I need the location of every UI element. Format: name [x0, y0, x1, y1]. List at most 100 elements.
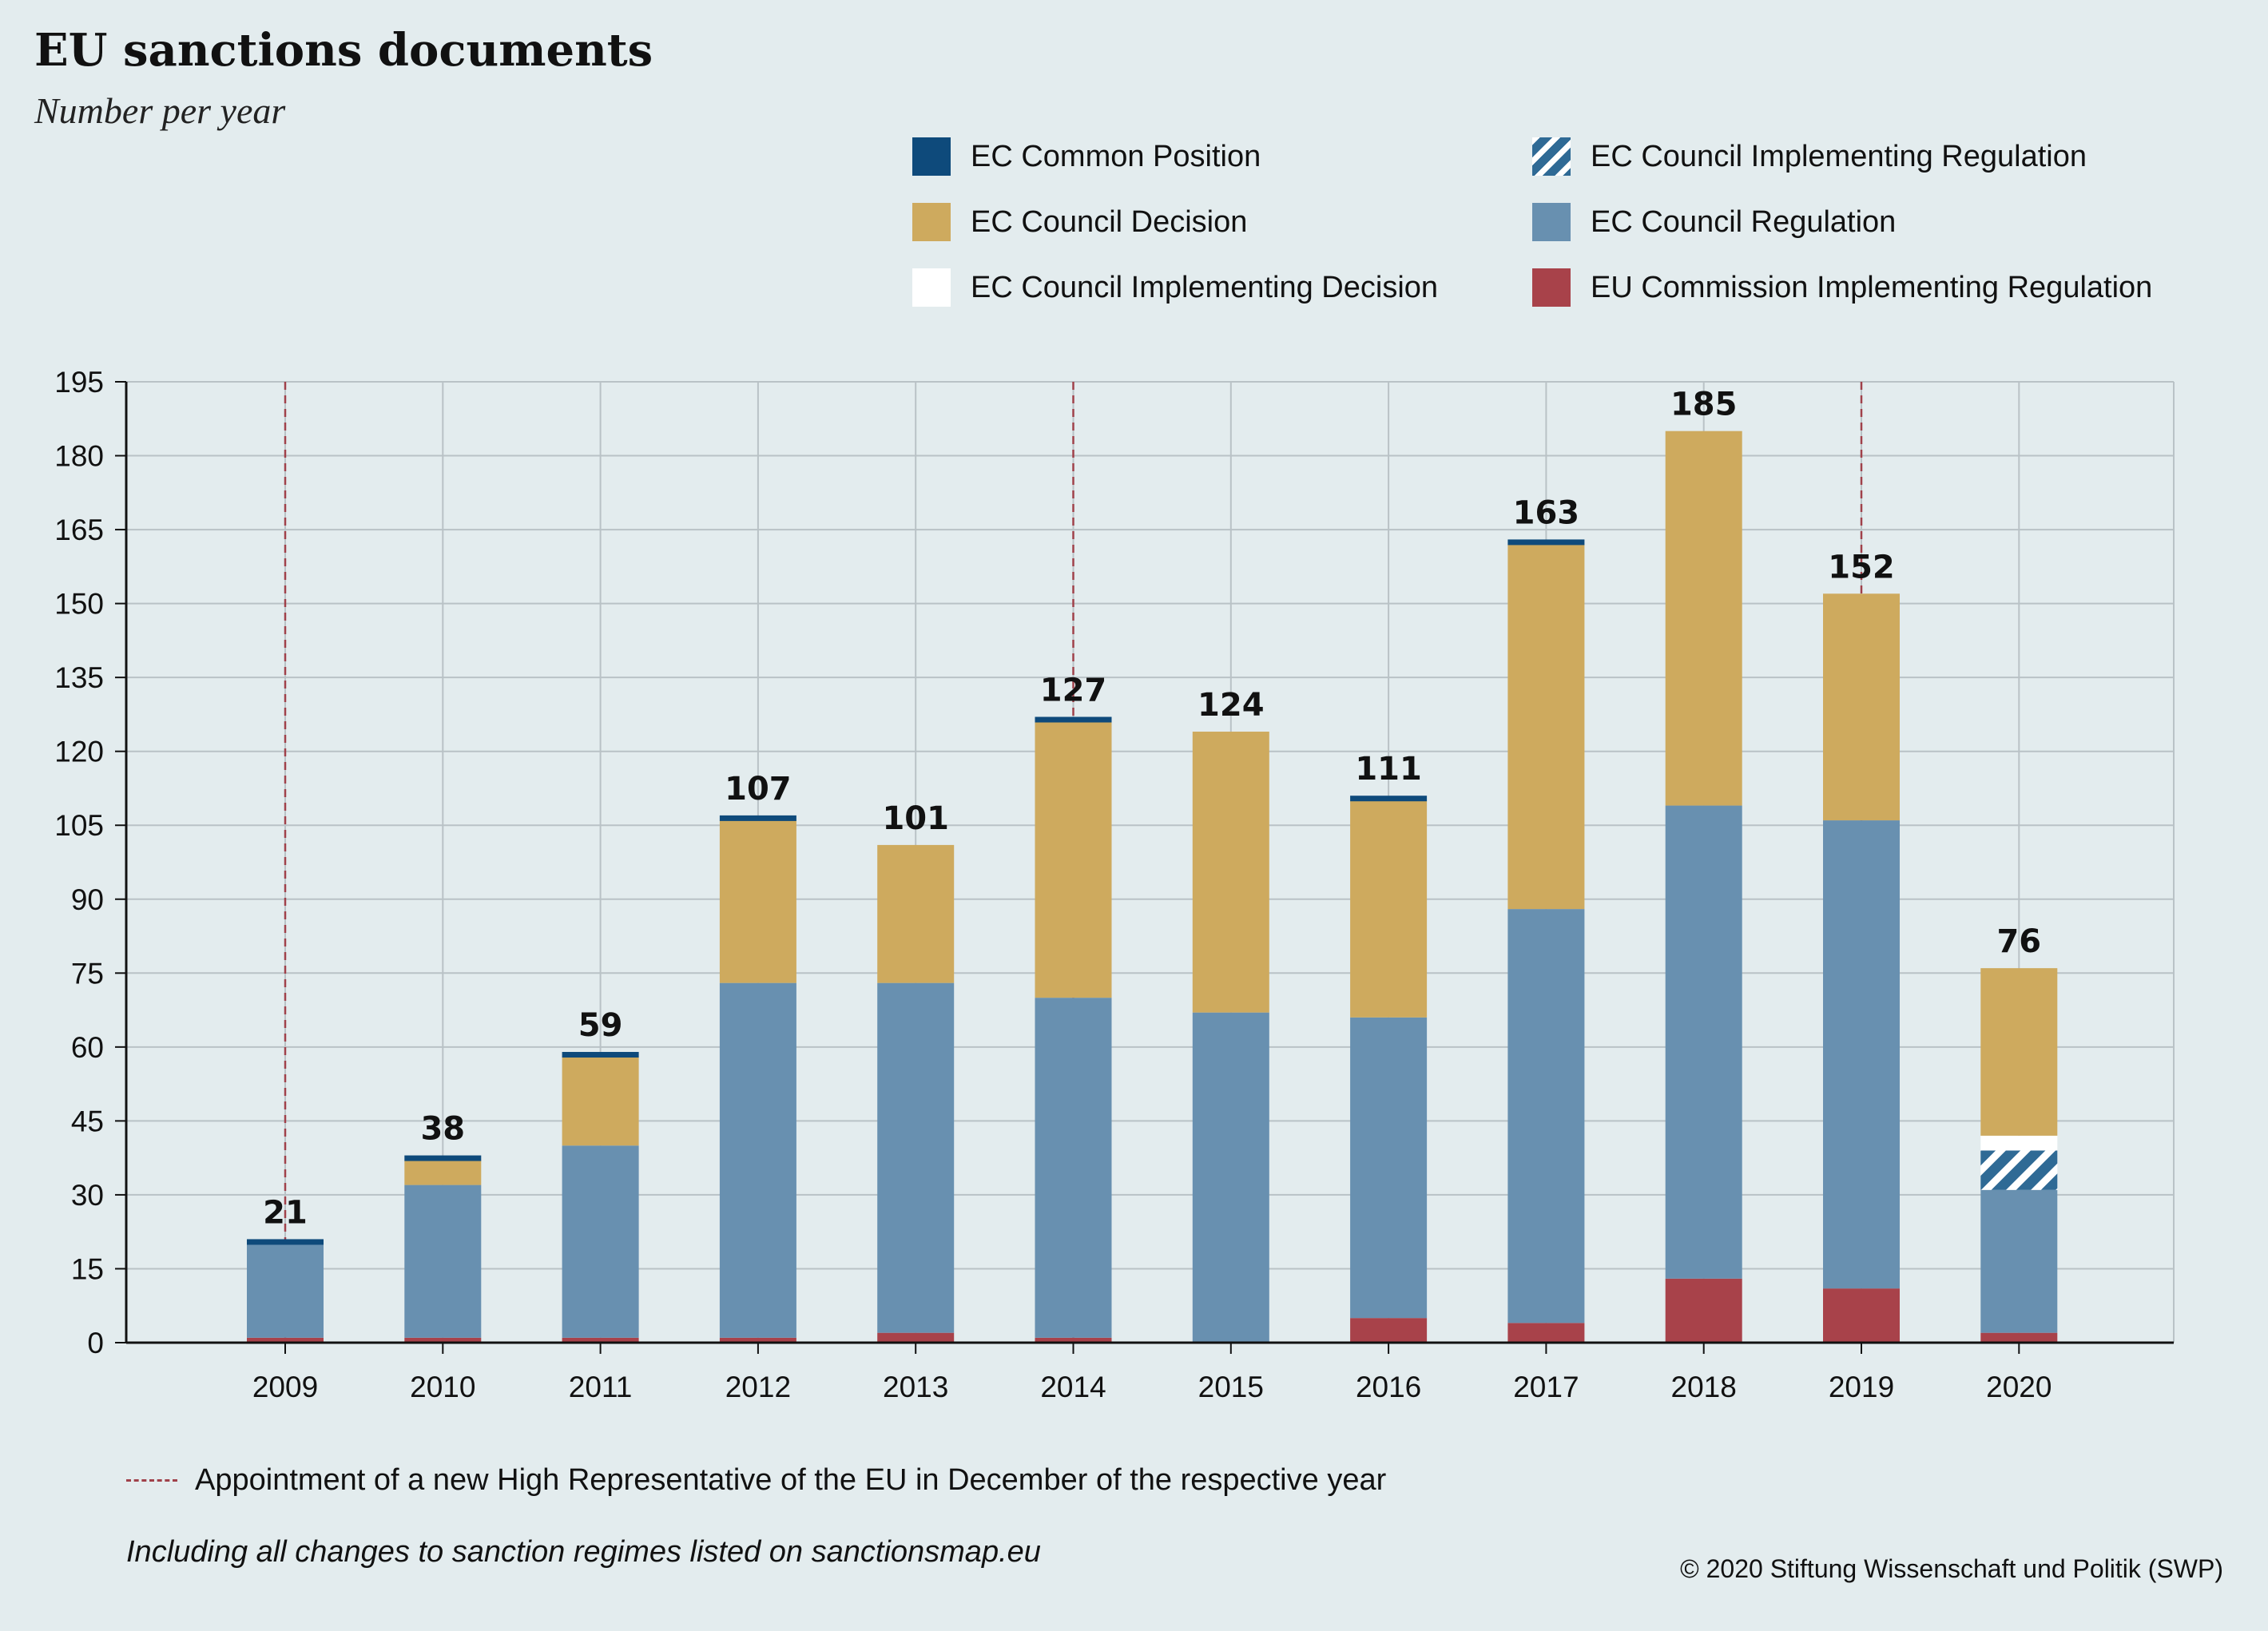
bar-2014-ec-common-position — [1035, 716, 1112, 723]
bar-2014-eu-commission-implementing-regulation — [1035, 1337, 1112, 1343]
bar-2010-ec-council-regulation — [404, 1185, 482, 1338]
total-label-2016: 111 — [1355, 751, 1422, 788]
legend-swatch-council-decision — [912, 203, 951, 241]
y-tick-label: 195 — [54, 366, 104, 399]
y-tick-label: 15 — [71, 1252, 104, 1285]
footnote: Including all changes to sanction regime… — [126, 1535, 1041, 1569]
y-tick-label: 150 — [54, 588, 104, 621]
total-label-2011: 59 — [578, 1007, 623, 1044]
bar-2009-eu-commission-implementing-regulation — [247, 1337, 324, 1343]
bar-2018-ec-council-decision — [1665, 431, 1742, 806]
bar-2018-ec-council-regulation — [1665, 805, 1742, 1279]
y-tick-label: 135 — [54, 661, 104, 694]
bar-2010-ec-common-position — [404, 1155, 482, 1161]
x-tick-label: 2020 — [1986, 1371, 2052, 1403]
bar-2017-ec-council-decision — [1507, 544, 1585, 910]
x-tick-label: 2012 — [725, 1371, 791, 1403]
legend-item-council-implementing-regulation: EC Council Implementing Regulation — [1532, 137, 2087, 176]
y-tick-label: 30 — [71, 1179, 104, 1212]
y-tick-label: 165 — [54, 514, 104, 546]
bar-2015-ec-council-decision — [1192, 732, 1269, 1013]
x-tick-label: 2019 — [1829, 1371, 1894, 1403]
total-label-2020: 76 — [1996, 923, 2041, 960]
legend-swatch-council-implementing-decision — [912, 268, 951, 307]
y-tick-label: 0 — [87, 1327, 104, 1359]
x-tick-label: 2011 — [569, 1371, 633, 1403]
bar-2015-ec-council-regulation — [1192, 1012, 1269, 1343]
bar-2011-ec-council-regulation — [562, 1145, 639, 1338]
x-tick-label: 2013 — [883, 1371, 948, 1403]
x-tick-label: 2015 — [1198, 1371, 1264, 1403]
chart-subtitle: Number per year — [34, 90, 286, 131]
y-tick-label: 180 — [54, 440, 104, 473]
bar-2012-ec-council-regulation — [719, 982, 796, 1338]
bar-2019-ec-council-regulation — [1823, 820, 1900, 1289]
legend-item-council-decision: EC Council Decision — [912, 203, 1247, 241]
bar-2016-ec-common-position — [1350, 796, 1428, 802]
total-label-2014: 127 — [1040, 673, 1107, 709]
bar-2019-ec-council-decision — [1823, 593, 1900, 821]
bar-2017-ec-common-position — [1507, 539, 1585, 546]
y-tick-label: 120 — [54, 736, 104, 768]
bar-2011-ec-council-decision — [562, 1057, 639, 1146]
legend-item-common-position: EC Common Position — [912, 137, 1261, 176]
bars — [247, 431, 2058, 1343]
marker-note: Appointment of a new High Representative… — [126, 1463, 1386, 1498]
bar-2017-eu-commission-implementing-regulation — [1507, 1323, 1585, 1343]
y-tick-label: 75 — [71, 957, 104, 990]
bar-2012-eu-commission-implementing-regulation — [719, 1337, 796, 1343]
legend-label-council-regulation: EC Council Regulation — [1591, 204, 1897, 239]
total-labels: 21 38 59 107 101 127 124 111 163 185 152 76 — [263, 387, 2041, 1232]
marker-note-text: Appointment of a new High Representative… — [195, 1463, 1387, 1497]
y-tick-label: 90 — [71, 883, 104, 916]
y-tick-label: 45 — [71, 1105, 104, 1137]
x-tick-label: 2014 — [1040, 1371, 1106, 1403]
bar-2019-eu-commission-implementing-regulation — [1823, 1288, 1900, 1343]
x-tick-label: 2009 — [252, 1371, 318, 1403]
bar-2020-ec-council-implementing-decision — [1980, 1135, 2058, 1151]
total-label-2017: 163 — [1513, 494, 1580, 531]
bar-2020-ec-council-regulation — [1980, 1189, 2058, 1333]
legend-label-council-decision: EC Council Decision — [971, 204, 1248, 239]
bar-2020-ec-council-implementing-regulation — [1980, 1150, 2058, 1190]
legend-item-council-regulation: EC Council Regulation — [1532, 203, 1896, 241]
bar-2010-ec-council-decision — [404, 1160, 482, 1185]
x-tick-label: 2016 — [1356, 1371, 1421, 1403]
total-label-2019: 152 — [1828, 549, 1895, 585]
x-tick-label: 2010 — [410, 1371, 475, 1403]
bar-2013-eu-commission-implementing-regulation — [877, 1332, 955, 1343]
total-label-2012: 107 — [725, 771, 792, 808]
y-tick-label: 105 — [54, 809, 104, 842]
legend-swatch-council-regulation — [1532, 203, 1571, 241]
dashed-line-icon — [126, 1479, 177, 1482]
bar-2016-ec-council-decision — [1350, 800, 1428, 1018]
bar-2020-ec-council-decision — [1980, 968, 2058, 1136]
x-tick-label: 2018 — [1671, 1371, 1737, 1403]
bar-2016-eu-commission-implementing-regulation — [1350, 1318, 1428, 1343]
bar-2016-ec-council-regulation — [1350, 1017, 1428, 1319]
legend-swatch-council-implementing-regulation — [1532, 137, 1571, 176]
bar-2009-ec-common-position — [247, 1239, 324, 1245]
axes: 0 15 30 45 60 75 90 105 120 135 150 165 180 195 2009 20… — [54, 366, 2174, 1403]
copyright: © 2020 Stiftung Wissenschaft und Politik… — [1680, 1554, 2223, 1583]
bar-2012-ec-council-decision — [719, 820, 796, 983]
legend-item-commission-implementing-regulation: EU Commission Implementing Regulation — [1532, 268, 2152, 307]
bar-2018-eu-commission-implementing-regulation — [1665, 1278, 1742, 1343]
bar-2010-eu-commission-implementing-regulation — [404, 1337, 482, 1343]
total-label-2010: 38 — [420, 1111, 465, 1148]
bar-2017-ec-council-regulation — [1507, 909, 1585, 1323]
bar-2013-ec-council-regulation — [877, 982, 955, 1333]
bar-2012-ec-common-position — [719, 815, 796, 821]
legend-swatch-commission-implementing-regulation — [1532, 268, 1571, 307]
y-tick-label: 60 — [71, 1031, 104, 1064]
legend-label-common-position: EC Common Position — [971, 139, 1261, 173]
chart-title: EU sanctions documents — [34, 24, 653, 77]
legend-label-council-implementing-decision: EC Council Implementing Decision — [971, 270, 1439, 304]
legend-label-council-implementing-regulation: EC Council Implementing Regulation — [1591, 139, 2087, 173]
total-label-2009: 21 — [263, 1194, 308, 1231]
bar-2014-ec-council-decision — [1035, 721, 1112, 998]
legend-item-council-implementing-decision: EC Council Implementing Decision — [912, 268, 1438, 307]
total-label-2018: 185 — [1670, 387, 1738, 423]
